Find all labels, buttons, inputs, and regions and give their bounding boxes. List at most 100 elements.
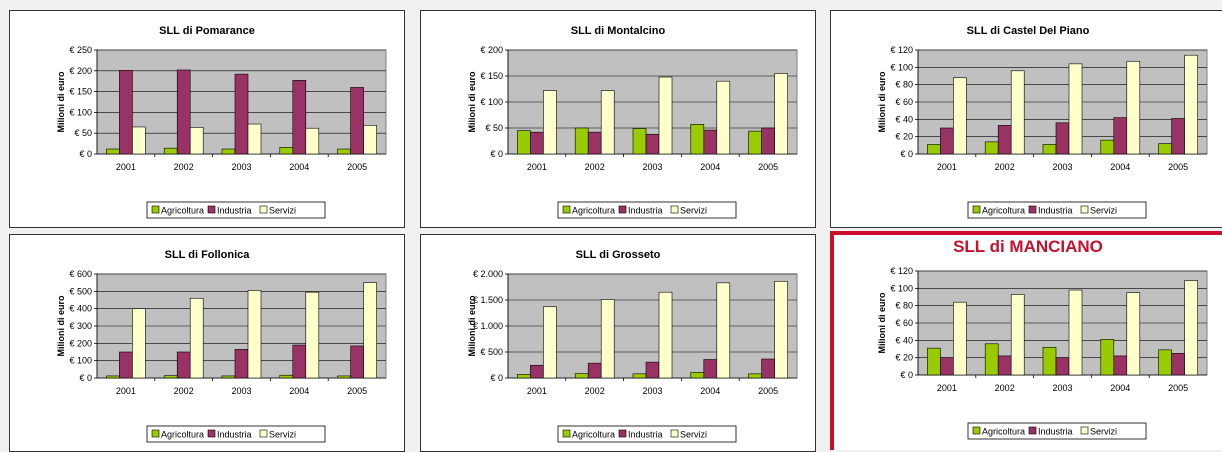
bar-agricoltura-2002 [574,127,589,155]
x-tick-label: 2005 [758,162,778,172]
bar-agricoltura-2005 [1158,143,1172,155]
y-axis-label: Milioni di euro [877,292,887,353]
legend-label-industria: Industria [628,430,663,440]
chart-panel-pomarance: SLL di Pomarance € 0 € 50 € 100 € 150 € 200 € … [9,10,405,228]
bar-servizi-2004 [305,127,320,155]
x-tick-label: 2004 [1110,162,1130,172]
y-axis-label: Milioni di euro [56,295,66,356]
bar-servizi-2002 [1010,70,1025,155]
bar-industria-2005 [1171,118,1185,155]
y-tick-label: € 500 [69,286,92,296]
bar-agricoltura-2002 [984,141,999,155]
bar-agricoltura-2003 [1042,144,1057,155]
y-tick-label: € 150 [69,87,92,97]
chart-title: SLL di Grosseto [576,249,661,261]
legend-label-servizi: Servizi [680,206,707,216]
chart-panel-grosseto: SLL di Grosseto € 0 € 500 € 1.000 € 1.500 € 2… [420,234,816,452]
bar-industria-2001 [940,127,954,155]
bar-industria-2003 [234,349,249,379]
bar-industria-2001 [119,70,133,155]
legend-swatch-agricoltura [151,205,160,214]
legend-box [146,201,326,219]
legend-label-agricoltura: Agricoltura [572,430,615,440]
bar-servizi-2005 [774,280,788,379]
legend-box [557,425,737,443]
x-tick-label: 2004 [700,162,720,172]
bar-industria-2001 [530,364,544,379]
y-tick-label: € 100 [69,356,92,366]
bar-servizi-2003 [658,291,673,379]
bar-industria-2003 [234,73,249,155]
bar-servizi-2003 [1068,289,1083,376]
legend-box [967,201,1147,219]
bar-agricoltura-2004 [279,374,294,379]
legend-swatch-agricoltura [972,426,981,435]
bar-industria-2003 [645,133,660,155]
x-tick-label: 2004 [289,162,309,172]
x-tick-label: 2003 [231,386,251,396]
y-tick-label: € 300 [69,321,92,331]
bar-servizi-2004 [1126,60,1141,155]
bar-servizi-2005 [774,73,788,155]
legend-label-servizi: Servizi [680,430,707,440]
x-tick-label: 2002 [174,386,194,396]
y-tick-label: € 50 [74,128,92,138]
bar-industria-2005 [761,127,775,155]
bar-industria-2002 [587,131,602,155]
bar-servizi-2005 [363,124,377,155]
legend-label-agricoltura: Agricoltura [982,427,1025,437]
bar-industria-2004 [1113,117,1128,155]
bar-agricoltura-2003 [221,148,236,155]
bar-agricoltura-2002 [163,375,178,379]
legend-swatch-industria [207,205,216,214]
y-tick-label: € 1.000 [473,321,503,331]
y-tick-label: € 80 [895,301,913,311]
bar-agricoltura-2005 [1158,349,1172,376]
bar-servizi-2003 [247,123,262,155]
bar-industria-2005 [1171,353,1185,376]
y-tick-label: € 200 [69,338,92,348]
legend-swatch-agricoltura [562,429,571,438]
chart-title: SLL di Follonica [165,249,251,261]
y-tick-label: € 600 [69,269,92,279]
bar-servizi-2002 [600,299,615,379]
chart-panel-manciano: SLL di MANCIANO € 0 € 20 € 40 € 60 € 80 € 100 €… [830,231,1222,450]
bar-industria-2002 [176,351,191,379]
legend-swatch-industria [618,205,627,214]
y-tick-label: € 0 [490,373,503,383]
bar-agricoltura-2005 [748,373,762,379]
bar-agricoltura-2001 [106,375,120,379]
y-tick-label: € 100 [480,97,503,107]
bar-industria-2003 [1055,357,1070,376]
y-axis-label: Milioni di euro [56,71,66,132]
bar-industria-2004 [292,80,307,155]
x-tick-label: 2005 [1168,383,1188,393]
x-tick-label: 2001 [527,162,547,172]
y-tick-label: € 0 [900,370,913,380]
bar-industria-2001 [530,131,544,155]
y-tick-label: € 0 [79,149,92,159]
y-tick-label: € 0 [900,149,913,159]
y-tick-label: € 40 [895,335,913,345]
x-tick-label: 2005 [347,162,367,172]
legend-label-agricoltura: Agricoltura [572,206,615,216]
x-tick-label: 2002 [995,383,1015,393]
bar-agricoltura-2004 [279,147,294,155]
bar-servizi-2003 [658,76,673,155]
bar-agricoltura-2002 [574,373,589,379]
y-tick-label: € 60 [895,97,913,107]
bar-agricoltura-2001 [517,130,531,155]
bar-servizi-2001 [953,77,967,155]
chart-panel-montalcino: SLL di Montalcino € 0 € 50 € 100 € 150 € 200 M… [420,10,816,228]
bar-servizi-2003 [247,290,262,379]
x-tick-label: 2003 [231,162,251,172]
x-tick-label: 2003 [642,162,662,172]
bar-servizi-2001 [132,308,146,379]
y-tick-label: € 2.000 [473,269,503,279]
bar-industria-2001 [940,357,954,376]
y-tick-label: € 0 [490,149,503,159]
legend-swatch-servizi [670,205,679,214]
y-axis-label: Milioni di euro [877,71,887,132]
x-tick-label: 2002 [174,162,194,172]
chart-svg: SLL di Montalcino € 0 € 50 € 100 € 150 € 200 M… [467,25,798,219]
